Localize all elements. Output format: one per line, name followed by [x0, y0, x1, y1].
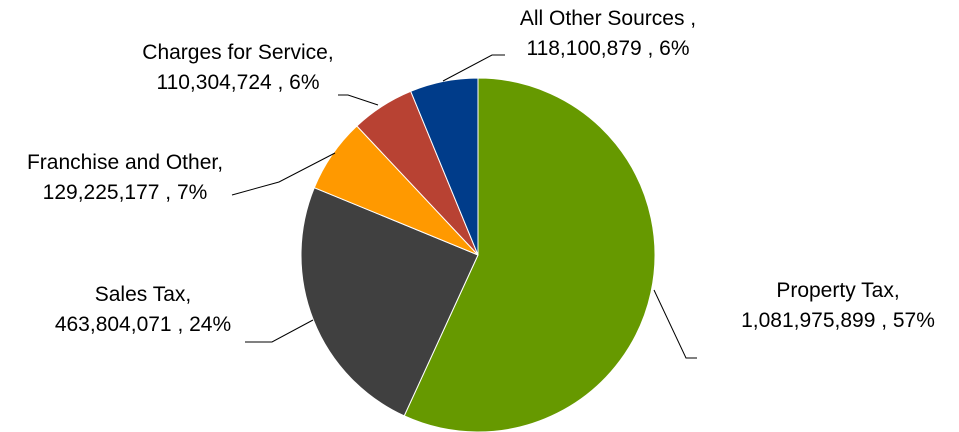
data-label-property-tax-name: Property Tax,	[776, 279, 899, 302]
leader-line-franchise-and-other	[231, 152, 336, 196]
data-label-sales-tax-name: Sales Tax,	[95, 283, 192, 306]
data-label-all-other-sources-value: 118,100,879 , 6%	[526, 37, 689, 60]
data-label-all-other-sources-name: All Other Sources ,	[520, 7, 696, 30]
pie-slice-property-tax	[403, 77, 656, 432]
data-label-franchise-and-other-name: Franchise and Other,	[27, 151, 223, 174]
pie-slice-sales-tax	[300, 187, 479, 417]
leader-line-property-tax	[653, 289, 697, 359]
leader-line-sales-tax	[245, 319, 314, 343]
data-label-property-tax-value: 1,081,975,899 , 57%	[741, 309, 935, 332]
pie-slice-all-other-sources	[410, 77, 479, 256]
data-label-franchise-and-other-value: 129,225,177 , 7%	[43, 181, 208, 204]
data-label-charges-for-service-value: 110,304,724 , 6%	[156, 71, 319, 94]
leader-lines	[231, 54, 697, 359]
data-label-sales-tax-value: 463,804,071 , 24%	[55, 313, 231, 336]
data-label-charges-for-service-name: Charges for Service,	[142, 41, 333, 64]
leader-line-charges-for-service	[338, 94, 379, 106]
leader-line-all-other-sources	[442, 54, 505, 82]
data-labels: Property Tax, 1,081,975,899 , 57% Sales Ta…	[27, 7, 935, 336]
pie-slices	[300, 77, 656, 432]
